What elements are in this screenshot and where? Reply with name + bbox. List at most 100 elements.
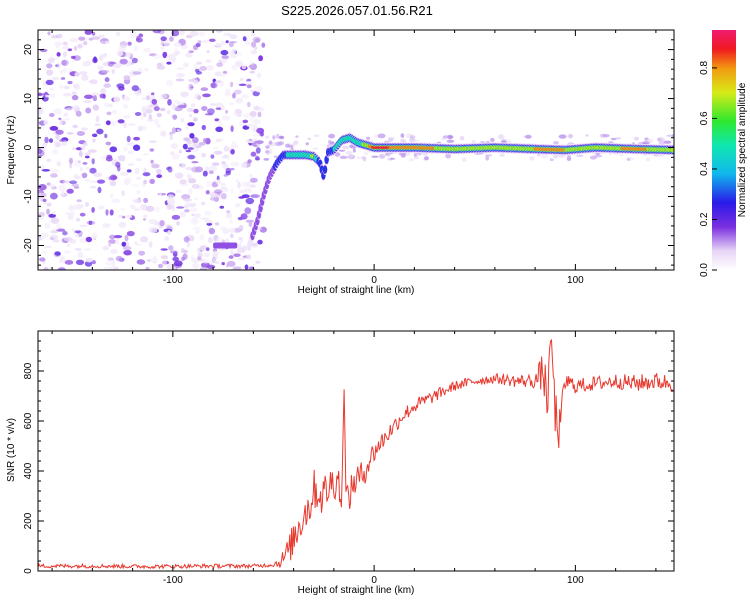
noise-speckle: [251, 41, 257, 48]
ridge-halo: [566, 154, 571, 158]
ridge-halo: [328, 133, 336, 139]
noise-speckle: [52, 239, 60, 243]
noise-speckle: [259, 131, 264, 137]
noise-speckle: [66, 243, 71, 247]
noise-speckle: [214, 80, 222, 83]
noise-speckle: [168, 245, 174, 251]
noise-speckle: [150, 228, 158, 233]
noise-speckle: [66, 132, 74, 135]
noise-speckle: [213, 146, 219, 150]
noise-speckle: [235, 97, 244, 104]
noise-speckle: [63, 250, 72, 254]
noise-speckle: [245, 40, 251, 46]
noise-speckle: [148, 241, 153, 248]
noise-speckle: [77, 251, 84, 259]
noise-speckle: [62, 45, 70, 50]
noise-speckle: [114, 235, 123, 239]
noise-speckle: [181, 256, 185, 262]
noise-speckle: [117, 119, 125, 124]
noise-speckle: [170, 250, 178, 254]
noise-speckle: [102, 62, 109, 66]
noise-speckle: [205, 190, 210, 195]
noise-speckle: [248, 64, 255, 69]
ridge-halo: [461, 157, 467, 163]
noise-speckle: [62, 41, 68, 46]
noise-speckle: [44, 222, 51, 229]
colorbar-tick-label: 0.6: [699, 111, 710, 125]
ridge-halo: [279, 136, 284, 139]
snr-frame: [37, 330, 675, 572]
noise-speckle: [69, 180, 78, 185]
noise-speckle: [197, 95, 202, 101]
ridge-halo: [540, 154, 548, 159]
noise-speckle: [59, 139, 65, 142]
noise-speckle: [192, 136, 199, 144]
noise-speckle: [102, 223, 110, 229]
ridge-halo: [293, 140, 299, 145]
noise-speckle: [172, 114, 178, 120]
noise-speckle: [247, 101, 251, 108]
noise-speckle: [172, 256, 179, 262]
ridge-halo: [312, 147, 319, 151]
ridge-halo: [558, 155, 566, 158]
noise-speckle: [148, 140, 157, 143]
noise-speckle: [59, 118, 63, 125]
noise-speckle: [249, 70, 255, 74]
noise-speckle: [133, 144, 141, 151]
noise-speckle: [46, 63, 53, 69]
noise-speckle: [73, 84, 79, 89]
noise-speckle: [79, 167, 84, 172]
noise-speckle: [221, 192, 227, 200]
noise-speckle: [207, 108, 215, 115]
noise-speckle: [61, 59, 69, 67]
noise-speckle: [198, 142, 206, 146]
noise-speckle: [261, 42, 266, 48]
noise-speckle: [79, 212, 86, 217]
noise-speckle: [201, 124, 206, 131]
noise-speckle: [68, 205, 75, 212]
noise-speckle: [160, 46, 165, 50]
noise-speckle: [51, 227, 60, 231]
noise-speckle: [162, 51, 168, 59]
noise-speckle: [167, 166, 173, 173]
noise-speckle: [257, 107, 265, 112]
noise-speckle: [46, 203, 52, 207]
noise-speckle: [229, 219, 233, 224]
noise-speckle: [145, 108, 153, 114]
noise-speckle: [151, 92, 155, 96]
noise-speckle: [132, 71, 142, 75]
noise-speckle: [82, 162, 88, 165]
ridge-halo: [377, 133, 386, 139]
noise-speckle: [242, 119, 249, 124]
noise-speckle: [127, 41, 132, 46]
noise-speckle: [240, 213, 248, 220]
noise-speckle: [220, 49, 229, 56]
noise-speckle: [156, 65, 166, 70]
ridge-halo: [616, 137, 621, 140]
noise-speckle: [105, 261, 113, 266]
noise-speckle: [153, 54, 162, 60]
noise-speckle: [133, 208, 141, 211]
noise-speckle: [249, 174, 254, 178]
noise-speckle: [154, 206, 161, 213]
ridge-halo: [666, 134, 673, 137]
noise-speckle: [192, 263, 200, 269]
colorbar-tick-label: 0.2: [699, 212, 710, 226]
ridge-halo: [567, 133, 573, 139]
noise-speckle: [193, 63, 198, 69]
ridge-halo: [658, 140, 665, 146]
noise-speckle: [253, 119, 261, 125]
noise-speckle: [121, 190, 125, 196]
noise-speckle: [48, 213, 56, 218]
noise-speckle: [108, 176, 113, 181]
ridge-mark: [670, 147, 674, 153]
noise-speckle: [92, 57, 98, 64]
ridge-halo: [399, 152, 407, 156]
noise-speckle: [188, 178, 197, 184]
noise-speckle: [143, 218, 146, 221]
noise-speckle: [216, 179, 220, 185]
noise-speckle: [230, 167, 235, 171]
noise-speckle: [252, 124, 257, 127]
noise-speckle: [83, 41, 88, 46]
noise-speckle: [152, 254, 157, 261]
